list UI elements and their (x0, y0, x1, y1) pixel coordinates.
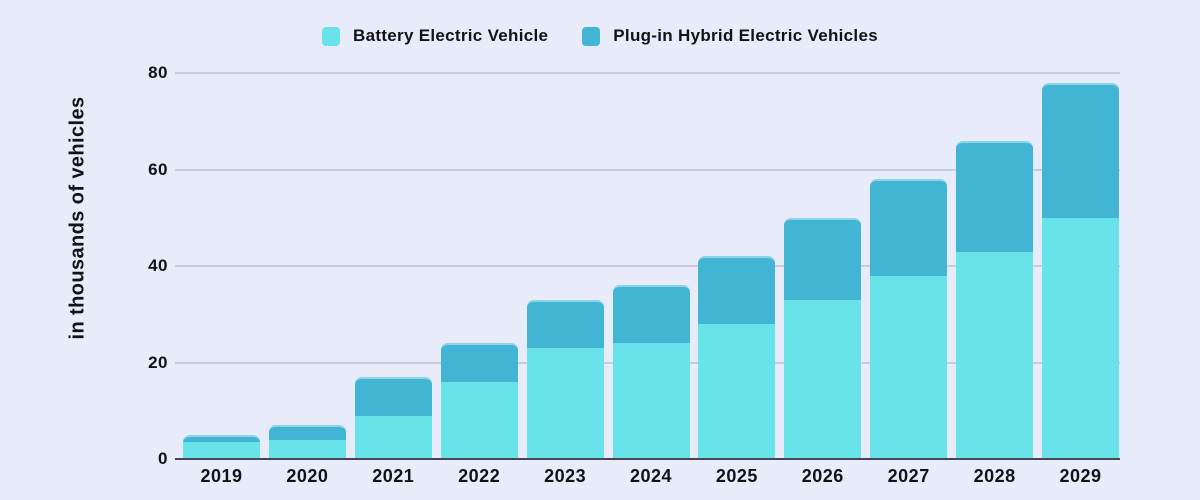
bar-2020 (268, 425, 346, 459)
bar-segment-plugin-hybrid-2020 (268, 425, 346, 440)
y-axis-tick-40: 40 (148, 256, 168, 275)
bar-segment-battery-electric-2028 (956, 251, 1034, 459)
chart-legend: Battery Electric Vehicle Plug-in Hybrid … (0, 26, 1200, 46)
bar-segment-battery-electric-2022 (440, 381, 518, 459)
legend-item-battery-electric: Battery Electric Vehicle (322, 26, 548, 46)
bar-segment-battery-electric-2023 (526, 348, 604, 459)
bar-2023 (526, 299, 604, 459)
x-axis-label-2020: 2020 (286, 466, 329, 486)
x-axis-label-2024: 2024 (629, 466, 673, 486)
x-axis-label-2022: 2022 (458, 466, 501, 486)
bar-segment-plugin-hybrid-2022 (440, 343, 518, 382)
x-axis-label-2023: 2023 (544, 466, 587, 486)
x-axis-label-2025: 2025 (715, 466, 758, 486)
bar-segment-plugin-hybrid-2019 (183, 434, 260, 443)
bar-2022 (440, 343, 518, 459)
gridline-80 (175, 72, 1120, 74)
bar-segment-plugin-hybrid-2027 (870, 179, 948, 276)
bar-segment-battery-electric-2024 (612, 343, 690, 459)
legend-swatch-battery-electric (322, 26, 341, 46)
x-axis-label-2027: 2027 (887, 466, 930, 486)
bar-segment-plugin-hybrid-2023 (526, 299, 604, 349)
bar-segment-battery-electric-2019 (183, 442, 260, 459)
x-axis-label-2019: 2019 (200, 466, 243, 486)
bar-segment-battery-electric-2021 (354, 415, 432, 459)
bar-2019 (183, 434, 260, 459)
bar-segment-battery-electric-2029 (1042, 217, 1119, 459)
y-axis-tick-0: 0 (158, 449, 168, 468)
legend-swatch-plugin-hybrid (582, 26, 601, 46)
legend-label-battery-electric: Battery Electric Vehicle (353, 26, 549, 45)
bar-segment-plugin-hybrid-2029 (1042, 82, 1119, 218)
bar-segment-plugin-hybrid-2021 (354, 376, 432, 416)
x-axis-label-2026: 2026 (801, 466, 844, 486)
bar-segment-plugin-hybrid-2025 (698, 256, 776, 324)
bar-segment-plugin-hybrid-2028 (956, 140, 1034, 252)
bar-2025 (698, 256, 776, 459)
bar-segment-battery-electric-2026 (784, 299, 862, 459)
bar-2028 (956, 140, 1034, 459)
bar-segment-plugin-hybrid-2026 (784, 217, 862, 300)
y-axis-tick-80: 80 (148, 63, 168, 82)
x-axis-label-2021: 2021 (372, 466, 415, 486)
legend-item-plugin-hybrid: Plug-in Hybrid Electric Vehicles (582, 26, 878, 46)
y-axis-tick-60: 60 (148, 159, 168, 179)
bar-2021 (354, 376, 432, 459)
plot-area (175, 71, 1120, 460)
x-axis-label-2028: 2028 (973, 466, 1016, 486)
legend-label-plugin-hybrid: Plug-in Hybrid Electric Vehicles (613, 26, 878, 45)
x-axis-label-2029: 2029 (1059, 466, 1102, 486)
bar-2029 (1042, 82, 1119, 459)
bar-2024 (612, 285, 690, 459)
gridline-40 (175, 265, 1120, 267)
bar-segment-battery-electric-2020 (268, 439, 346, 459)
y-axis-title: in thousands of vehicles (66, 96, 89, 340)
bar-segment-battery-electric-2027 (870, 275, 948, 459)
gridline-60 (175, 168, 1120, 171)
x-axis-line (175, 457, 1120, 460)
bar-2027 (870, 179, 948, 459)
bar-segment-battery-electric-2025 (698, 323, 776, 459)
bar-2026 (784, 217, 862, 459)
bar-segment-plugin-hybrid-2024 (612, 285, 690, 344)
y-axis-tick-20: 20 (148, 352, 168, 372)
